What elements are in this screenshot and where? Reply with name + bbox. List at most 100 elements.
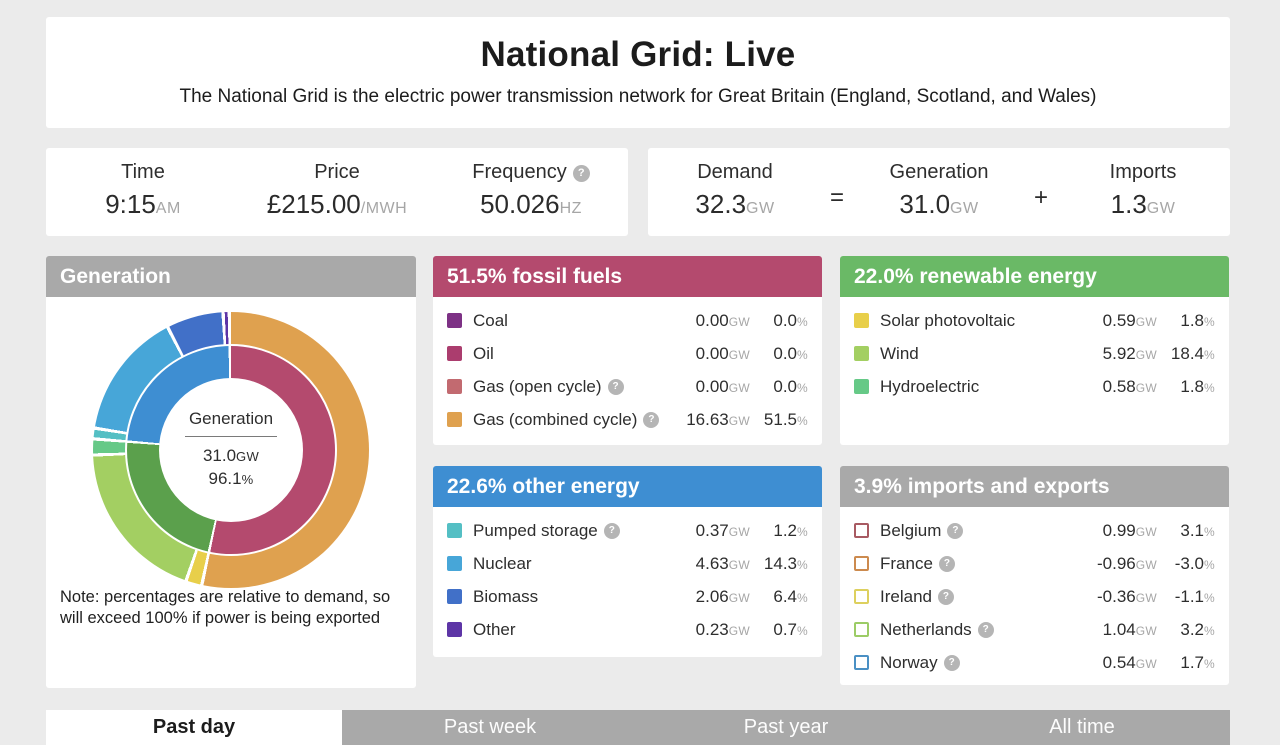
gw-unit: GW	[728, 524, 750, 539]
percent-number: 1.8	[1180, 310, 1205, 330]
row-help-icon[interactable]: ?	[977, 621, 994, 638]
row-help-icon[interactable]: ?	[643, 411, 660, 428]
row-percent-value: 1.8%	[1157, 311, 1215, 331]
percent-number: 14.3	[763, 553, 798, 573]
row-gw-value: 16.63GW	[686, 410, 750, 430]
renewable-energy-panel: 22.0% renewable energy Solar photovoltai…	[840, 256, 1229, 445]
row-percent-value: 0.0%	[750, 311, 808, 331]
percent-number: 1.2	[773, 520, 798, 540]
tab-past-week[interactable]: Past week	[342, 710, 638, 745]
generation-donut-chart: Generation 31.0GW 96.1%	[93, 312, 369, 588]
fossil-fuels-rows: Coal 0.00GW 0.0% Oil 0.00GW 0.0% Gas (open cyc…	[433, 297, 822, 436]
gw-unit: GW	[1135, 557, 1157, 572]
stat-frequency: Frequency? 50.026HZ	[434, 161, 628, 236]
time-label: Time	[121, 161, 165, 183]
percent-number: 1.8	[1180, 376, 1205, 396]
row-label: Gas (open cycle)	[473, 376, 602, 396]
row-percent-value: 6.4%	[750, 587, 808, 607]
gw-number: 4.63	[695, 553, 729, 573]
gw-number: 0.59	[1102, 310, 1136, 330]
panel-row: Netherlands? 1.04GW 3.2%	[840, 613, 1229, 646]
row-label: Belgium	[880, 520, 942, 540]
panel-row: Solar photovoltaic 0.59GW 1.8%	[840, 304, 1229, 337]
row-help-icon[interactable]: ?	[943, 654, 960, 671]
renewable-swatch	[854, 313, 869, 328]
gw-unit: GW	[1135, 314, 1157, 329]
panel-row: Norway? 0.54GW 1.7%	[840, 646, 1229, 679]
gw-unit: GW	[1135, 380, 1157, 395]
imports-swatch	[854, 622, 869, 637]
gw-number: 5.92	[1102, 343, 1136, 363]
renewable-swatch	[854, 346, 869, 361]
row-percent-value: 1.7%	[1157, 653, 1215, 673]
row-help-icon[interactable]: ?	[603, 522, 620, 539]
other-swatch	[447, 622, 462, 637]
panel-row: France? -0.96GW -3.0%	[840, 547, 1229, 580]
imports-label: Imports	[1109, 161, 1177, 183]
panel-row: Wind 5.92GW 18.4%	[840, 337, 1229, 370]
other-energy-header: 22.6% other energy	[433, 466, 822, 507]
row-gw-value: 5.92GW	[1103, 344, 1157, 364]
donut-center-divider	[185, 436, 277, 437]
gw-number: -0.36	[1096, 586, 1136, 606]
row-percent-value: 1.2%	[750, 521, 808, 541]
row-label: Nuclear	[473, 553, 532, 573]
panel-row: Other 0.23GW 0.7%	[433, 613, 822, 646]
row-percent-value: 1.8%	[1157, 377, 1215, 397]
imports-swatch	[854, 556, 869, 571]
fossil-swatch	[447, 412, 462, 427]
fossil-swatch	[447, 313, 462, 328]
generation-chart-panel: Generation Generation 31.0GW 96.1% Note:…	[46, 256, 416, 688]
row-percent-value: 3.2%	[1157, 620, 1215, 640]
percent-number: -3.0	[1174, 553, 1205, 573]
page-title: National Grid: Live	[480, 35, 796, 74]
imports-exports-panel: 3.9% imports and exports Belgium? 0.99GW 3…	[840, 466, 1229, 685]
tab-past-year[interactable]: Past year	[638, 710, 934, 745]
other-energy-rows: Pumped storage? 0.37GW 1.2% Nuclear 4.63GW 14…	[433, 507, 822, 646]
row-label: Netherlands	[880, 619, 972, 639]
gw-unit: GW	[1135, 524, 1157, 539]
gw-number: 0.58	[1102, 376, 1136, 396]
row-label: Wind	[880, 343, 919, 363]
frequency-value: 50.026HZ	[480, 189, 582, 219]
percent-number: 0.0	[773, 343, 798, 363]
generation-note: Note: percentages are relative to demand…	[60, 588, 391, 627]
fossil-swatch	[447, 346, 462, 361]
percent-sign: %	[1204, 590, 1215, 605]
other-swatch	[447, 589, 462, 604]
panel-row: Belgium? 0.99GW 3.1%	[840, 514, 1229, 547]
panel-row: Gas (open cycle)? 0.00GW 0.0%	[433, 370, 822, 403]
row-label: Oil	[473, 343, 494, 363]
plus-sign: +	[1033, 184, 1048, 211]
frequency-help-icon[interactable]: ?	[572, 164, 590, 182]
row-help-icon[interactable]: ?	[937, 588, 954, 605]
gw-unit: GW	[1135, 656, 1157, 671]
generation-unit: GW	[950, 200, 979, 217]
gw-number: -0.96	[1096, 553, 1136, 573]
balance-stats-card: Demand 32.3GW = Generation 31.0GW + Impo…	[648, 148, 1230, 236]
row-help-icon[interactable]: ?	[947, 522, 964, 539]
row-help-icon[interactable]: ?	[938, 555, 955, 572]
percent-number: 18.4	[1170, 343, 1205, 363]
tab-all-time[interactable]: All time	[934, 710, 1230, 745]
tab-past-day[interactable]: Past day	[46, 710, 342, 745]
row-label: Norway	[880, 652, 938, 672]
row-gw-value: 0.54GW	[1103, 653, 1157, 673]
row-gw-value: 0.00GW	[696, 344, 750, 364]
gw-number: 0.00	[695, 376, 729, 396]
percent-sign: %	[797, 623, 808, 638]
gw-unit: GW	[728, 557, 750, 572]
percent-sign: %	[1204, 656, 1215, 671]
gw-unit: GW	[728, 590, 750, 605]
row-label: Other	[473, 619, 516, 639]
row-label: Coal	[473, 310, 508, 330]
other-swatch	[447, 523, 462, 538]
percent-number: 0.7	[773, 619, 798, 639]
generation-panel-header: Generation	[46, 256, 416, 297]
row-help-icon[interactable]: ?	[607, 378, 624, 395]
percent-sign: %	[1204, 380, 1215, 395]
percent-number: 3.2	[1180, 619, 1205, 639]
imports-exports-rows: Belgium? 0.99GW 3.1% France? -0.96GW -3.0% Ire…	[840, 507, 1229, 679]
row-percent-value: 51.5%	[750, 410, 808, 430]
row-percent-value: -3.0%	[1157, 554, 1215, 574]
